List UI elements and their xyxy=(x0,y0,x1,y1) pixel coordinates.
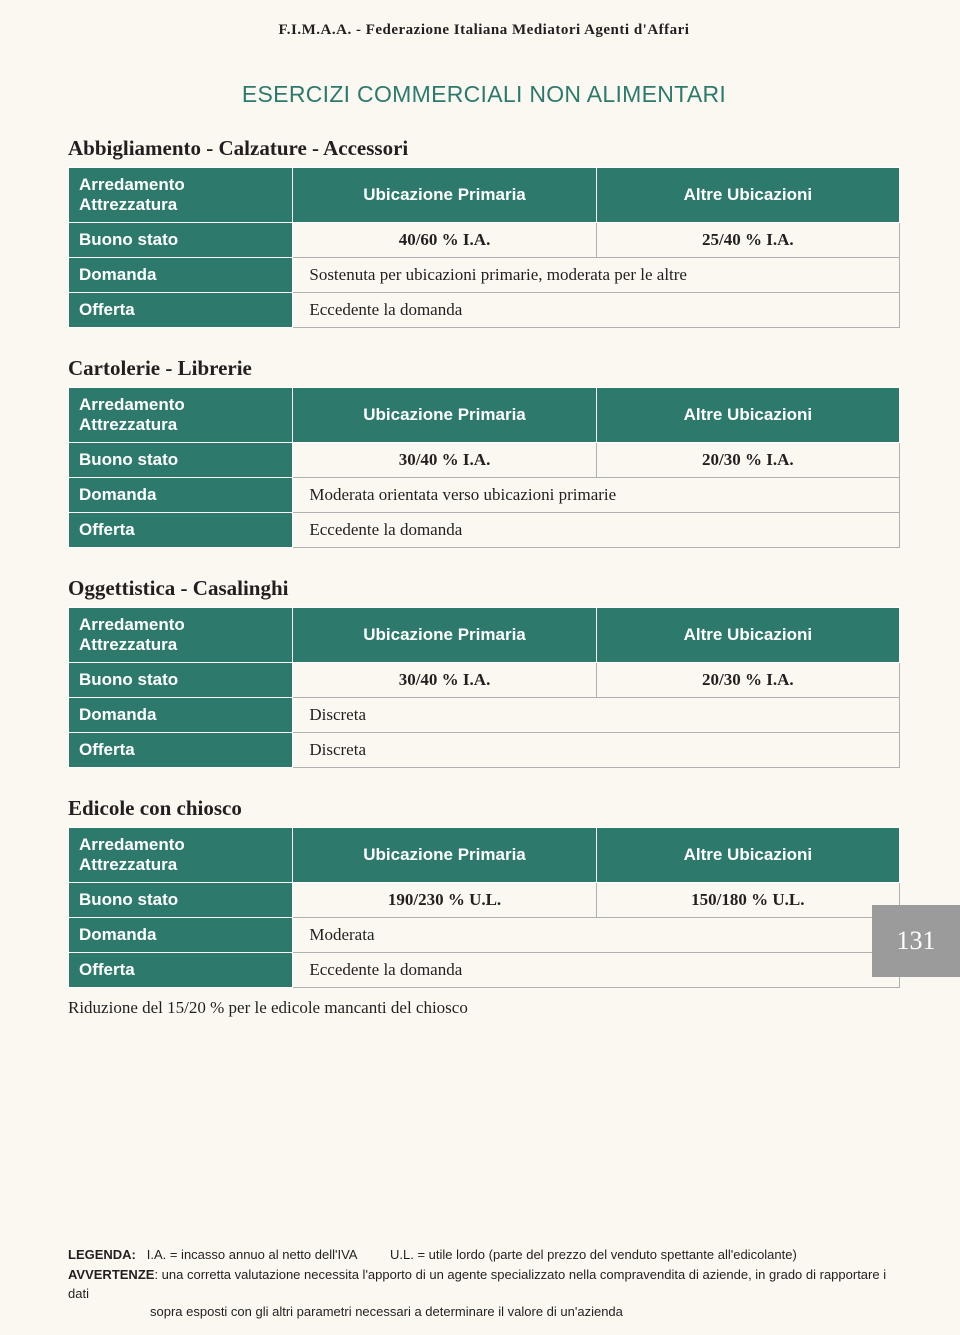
table-edicole: Arredamento Attrezzatura Ubicazione Prim… xyxy=(68,827,900,988)
col-header: Altre Ubicazioni xyxy=(596,828,899,883)
col-header: Ubicazione Primaria xyxy=(293,168,596,223)
cell-value: Eccedente la domanda xyxy=(293,293,900,328)
table-oggettistica: Arredamento Attrezzatura Ubicazione Prim… xyxy=(68,607,900,768)
col-header: Arredamento Attrezzatura xyxy=(69,168,293,223)
section-title: Oggettistica - Casalinghi xyxy=(68,576,900,601)
col-header: Ubicazione Primaria xyxy=(293,388,596,443)
cell-value: 20/30 % I.A. xyxy=(596,663,899,698)
table-abbigliamento: Arredamento Attrezzatura Ubicazione Prim… xyxy=(68,167,900,328)
cell-value: Sostenuta per ubicazioni primarie, moder… xyxy=(293,258,900,293)
org-header: F.I.M.A.A. - Federazione Italiana Mediat… xyxy=(68,22,900,39)
warn-label: AVVERTENZE xyxy=(68,1267,154,1282)
row-label: Buono stato xyxy=(69,443,293,478)
table-cartolerie: Arredamento Attrezzatura Ubicazione Prim… xyxy=(68,387,900,548)
col-header: Ubicazione Primaria xyxy=(293,828,596,883)
col-header: Arredamento Attrezzatura xyxy=(69,828,293,883)
row-label: Buono stato xyxy=(69,663,293,698)
page-content: F.I.M.A.A. - Federazione Italiana Mediat… xyxy=(0,0,960,1018)
row-label: Buono stato xyxy=(69,223,293,258)
legend-label: LEGENDA: xyxy=(68,1247,136,1262)
cell-value: 150/180 % U.L. xyxy=(596,883,899,918)
row-label: Offerta xyxy=(69,733,293,768)
warn-text-1: : una corretta valutazione necessita l'a… xyxy=(68,1267,886,1300)
row-label: Offerta xyxy=(69,293,293,328)
col-header: Altre Ubicazioni xyxy=(596,608,899,663)
footer-legend-line: LEGENDA: I.A. = incasso annuo al netto d… xyxy=(68,1246,900,1264)
cell-value: Discreta xyxy=(293,698,900,733)
col-header: Arredamento Attrezzatura xyxy=(69,608,293,663)
cell-value: 30/40 % I.A. xyxy=(293,443,596,478)
col-header: Ubicazione Primaria xyxy=(293,608,596,663)
row-label: Domanda xyxy=(69,698,293,733)
col-header: Arredamento Attrezzatura xyxy=(69,388,293,443)
row-label: Domanda xyxy=(69,258,293,293)
col-header: Altre Ubicazioni xyxy=(596,388,899,443)
cell-value: Eccedente la domanda xyxy=(293,953,900,988)
row-label: Offerta xyxy=(69,513,293,548)
footer: LEGENDA: I.A. = incasso annuo al netto d… xyxy=(68,1246,900,1321)
row-label: Offerta xyxy=(69,953,293,988)
main-title: ESERCIZI COMMERCIALI NON ALIMENTARI xyxy=(68,81,900,108)
legend-ul: U.L. = utile lordo (parte del prezzo del… xyxy=(390,1247,797,1262)
cell-value: 40/60 % I.A. xyxy=(293,223,596,258)
section-title: Abbigliamento - Calzature - Accessori xyxy=(68,136,900,161)
row-label: Domanda xyxy=(69,918,293,953)
footer-warn-line1: AVVERTENZE: una corretta valutazione nec… xyxy=(68,1266,900,1302)
row-label: Buono stato xyxy=(69,883,293,918)
row-label: Domanda xyxy=(69,478,293,513)
col-header: Altre Ubicazioni xyxy=(596,168,899,223)
legend-ia: I.A. = incasso annuo al netto dell'IVA xyxy=(147,1247,358,1262)
cell-value: 25/40 % I.A. xyxy=(596,223,899,258)
cell-value: 30/40 % I.A. xyxy=(293,663,596,698)
cell-value: 190/230 % U.L. xyxy=(293,883,596,918)
cell-value: Moderata orientata verso ubicazioni prim… xyxy=(293,478,900,513)
section-title: Edicole con chiosco xyxy=(68,796,900,821)
cell-value: Moderata xyxy=(293,918,900,953)
cell-value: 20/30 % I.A. xyxy=(596,443,899,478)
section-title: Cartolerie - Librerie xyxy=(68,356,900,381)
footer-warn-line2: sopra esposti con gli altri parametri ne… xyxy=(68,1303,900,1321)
cell-value: Discreta xyxy=(293,733,900,768)
page-number: 131 xyxy=(872,905,960,977)
cell-value: Eccedente la domanda xyxy=(293,513,900,548)
section-note: Riduzione del 15/20 % per le edicole man… xyxy=(68,998,900,1018)
